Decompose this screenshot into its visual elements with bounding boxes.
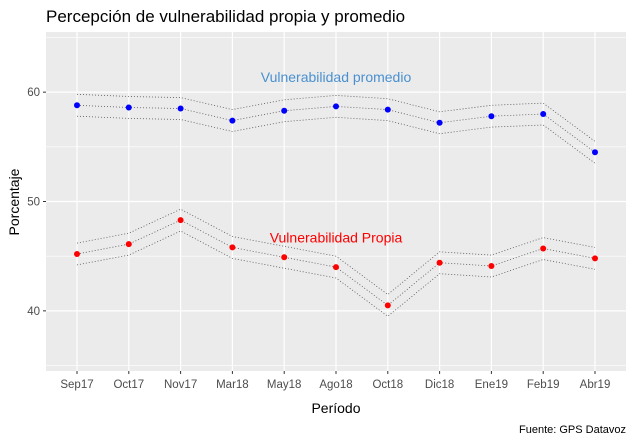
x-tick-label: Oct17	[113, 379, 144, 391]
band-line-upper	[76, 208, 596, 296]
data-point	[281, 254, 288, 261]
data-point	[384, 106, 391, 113]
data-point	[333, 264, 339, 271]
grid	[46, 32, 626, 371]
x-axis-title: Período	[311, 400, 360, 416]
y-axis-ticks: 40 50 60	[27, 87, 46, 318]
data-points	[74, 102, 598, 309]
caption: Fuente: GPS Datavoz	[519, 424, 626, 436]
series-labels: Vulnerabilidad promedio Vulnerabilidad P…	[261, 69, 412, 246]
data-point	[333, 103, 339, 110]
data-point	[592, 149, 598, 156]
band-line-lower	[76, 115, 596, 164]
x-tick-label: Ago18	[319, 379, 352, 391]
data-point	[592, 255, 598, 262]
data-point	[74, 250, 80, 257]
chart-title: Percepción de vulnerabilidad propia y pr…	[46, 7, 405, 26]
data-point	[540, 111, 547, 118]
y-tick-label: 60	[27, 87, 40, 99]
x-tick-label: Dic18	[425, 379, 454, 391]
x-tick-label: Mar18	[216, 379, 249, 391]
x-tick-label: Feb19	[527, 379, 560, 391]
y-tick-label: 40	[27, 306, 40, 318]
data-point	[384, 302, 391, 309]
data-point	[229, 117, 236, 124]
data-point	[177, 217, 184, 224]
data-point	[125, 104, 132, 111]
x-axis-ticks: Sep17 Oct17 Nov17 Mar18 May18 Ago18 Oct18 Dic18…	[60, 371, 610, 391]
data-point	[229, 244, 236, 251]
data-point	[540, 245, 547, 252]
y-axis-title: Porcentaje	[6, 168, 22, 235]
x-tick-label: Ene19	[475, 379, 508, 391]
data-point	[177, 105, 184, 112]
x-tick-label: Sep17	[60, 379, 93, 391]
data-point	[436, 259, 443, 266]
data-point	[281, 107, 288, 114]
band-line-lower	[76, 230, 596, 317]
data-point	[74, 102, 80, 109]
x-tick-label: Oct18	[372, 379, 403, 391]
data-point	[488, 113, 495, 120]
x-tick-label: May18	[267, 379, 302, 391]
series-label-promedio: Vulnerabilidad promedio	[261, 69, 412, 85]
data-point	[125, 241, 132, 248]
x-tick-label: Nov17	[164, 379, 197, 391]
data-point	[488, 263, 495, 270]
y-tick-label: 50	[27, 197, 40, 209]
x-tick-label: Abr19	[580, 379, 611, 391]
series-label-propia: Vulnerabilidad Propia	[270, 230, 403, 246]
band-line-upper	[76, 93, 596, 142]
data-point	[436, 119, 443, 126]
